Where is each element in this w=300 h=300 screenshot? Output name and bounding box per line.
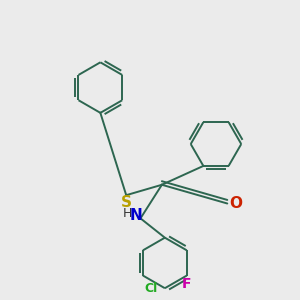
Text: H: H — [122, 206, 132, 220]
Text: Cl: Cl — [145, 282, 158, 295]
Text: F: F — [182, 277, 191, 291]
Text: N: N — [130, 208, 142, 223]
Text: O: O — [230, 196, 243, 211]
Text: S: S — [121, 195, 132, 210]
